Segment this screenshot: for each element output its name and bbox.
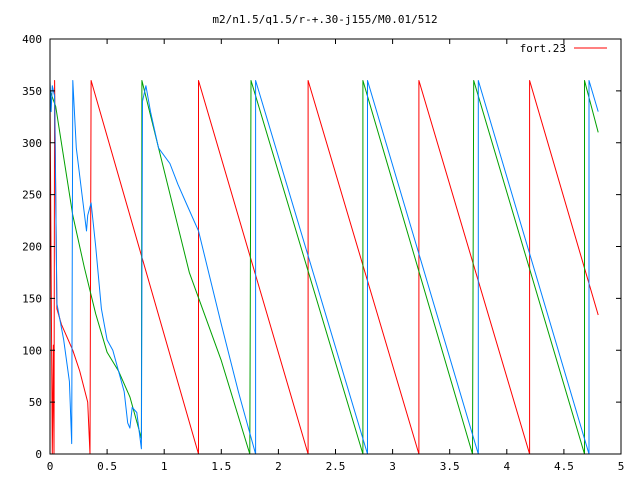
x-tick-label: 4 [503,460,510,473]
y-tick-label: 350 [22,85,42,98]
legend-label: fort.23 [520,42,566,55]
y-tick-label: 400 [22,33,42,46]
x-tick-label: 2 [275,460,282,473]
x-tick-label: 4.5 [554,460,574,473]
chart-title: m2/n1.5/q1.5/r-+.30-j155/M0.01/512 [212,13,437,26]
y-tick-label: 200 [22,241,42,254]
y-tick-label: 150 [22,292,42,305]
plot-border [49,38,622,455]
x-tick-label: 5 [618,460,625,473]
axis-ticks: 0 0.5 1 1.5 2 2.5 3 3.5 4 4.5 50501001502002503003… [22,33,624,473]
x-tick-label: 2.5 [326,460,346,473]
series-line-3 [49,80,599,455]
y-tick-label: 0 [35,448,42,461]
y-tick-label: 100 [22,344,42,357]
y-tick-label: 300 [22,137,42,150]
x-tick-label: 1.5 [211,460,231,473]
legend: fort.23 [520,42,607,55]
x-tick-label: 3.5 [440,460,460,473]
x-tick-label: 1 [161,460,168,473]
x-tick-label: 0.5 [97,460,117,473]
series-line-2 [49,80,599,455]
y-tick-label: 250 [22,189,42,202]
x-tick-label: 0 [47,460,54,473]
x-tick-label: 3 [389,460,396,473]
y-tick-label: 50 [29,396,42,409]
